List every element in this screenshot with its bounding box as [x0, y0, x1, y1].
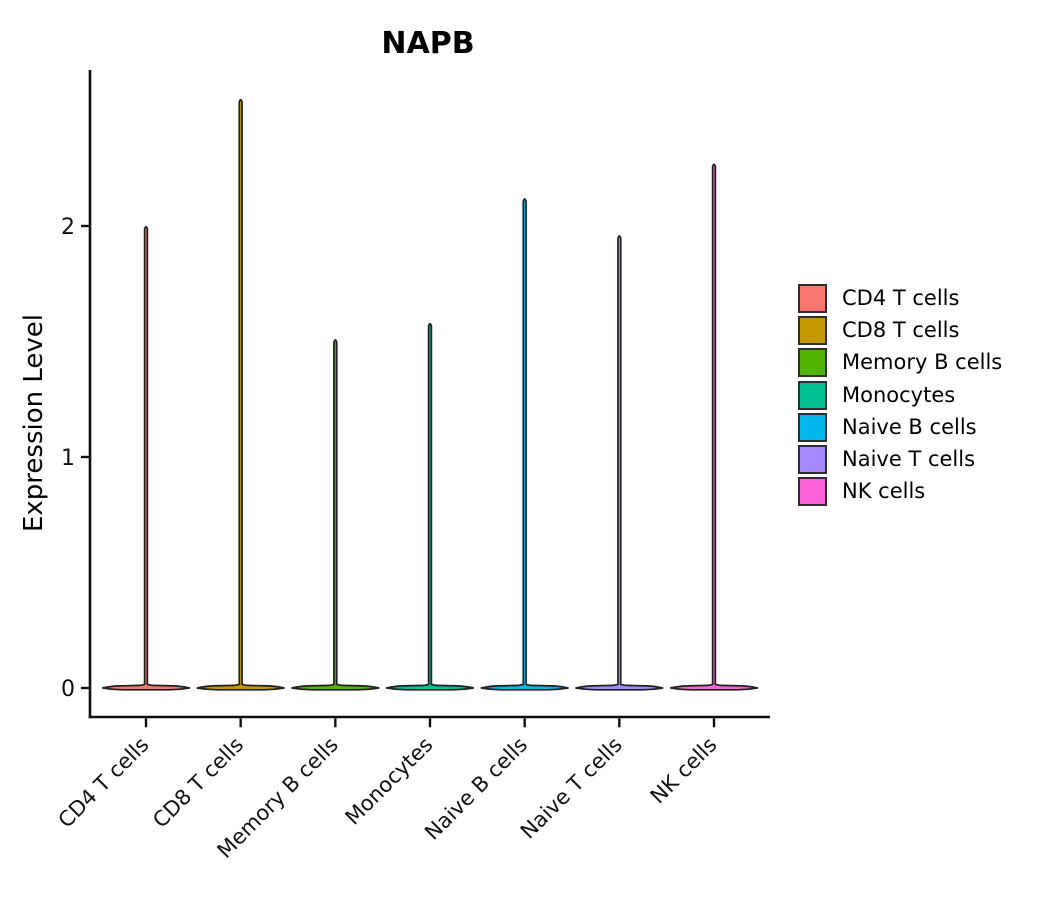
legend-item-cd4-t-cells: CD4 T cells	[798, 284, 1002, 313]
y-axis-title: Expression Level	[19, 314, 49, 532]
legend-item-monocytes: Monocytes	[798, 380, 1002, 410]
legend-swatch-monocytes	[798, 380, 827, 410]
violins-group	[101, 98, 759, 691]
legend-swatch-cd8-t-cells	[798, 316, 827, 346]
legend-swatch-cd4-t-cells	[798, 284, 827, 313]
legend-item-cd8-t-cells: CD8 T cells	[798, 316, 1002, 346]
y-tick-label: 2	[61, 215, 75, 240]
y-tick-label: 1	[61, 446, 75, 471]
violin-cd4-t-cells	[101, 225, 191, 691]
x-tick-label-naive-t-cells: Naive T cells	[516, 733, 627, 844]
legend-swatch-nk-cells	[798, 477, 827, 507]
legend-label-memory-b-cells: Memory B cells	[842, 350, 1003, 375]
axes-group	[81, 70, 770, 728]
legend-item-naive-b-cells: Naive B cells	[798, 412, 1002, 442]
legend-label-cd4-t-cells: CD4 T cells	[842, 286, 960, 310]
legend-item-naive-t-cells: Naive T cells	[798, 444, 1002, 474]
plot-title: NAPB	[381, 26, 474, 61]
legend-item-nk-cells: NK cells	[798, 477, 1002, 507]
x-tick-label-nk-cells: NK cells	[646, 733, 722, 809]
y-tick-labels-group: 0 1 2	[61, 215, 75, 702]
violin-naive-b-cells	[480, 198, 569, 691]
y-tick-label: 0	[61, 677, 75, 702]
legend-item-memory-b-cells: Memory B cells	[798, 348, 1003, 378]
legend-swatch-memory-b-cells	[798, 348, 827, 378]
legend: CD4 T cells CD8 T cells Memory B cells Mono…	[798, 284, 1002, 509]
x-tick-label-cd8-t-cells: CD8 T cells	[148, 733, 248, 833]
x-tick-label-cd4-t-cells: CD4 T cells	[54, 733, 154, 833]
legend-label-naive-t-cells: Naive T cells	[842, 446, 976, 471]
violin-nk-cells	[669, 163, 759, 691]
legend-label-nk-cells: NK cells	[842, 479, 926, 504]
legend-swatch-naive-t-cells	[798, 444, 827, 474]
violin-naive-t-cells	[575, 235, 664, 691]
violin-cd8-t-cells	[196, 98, 285, 691]
legend-label-naive-b-cells: Naive B cells	[842, 414, 977, 439]
legend-label-monocytes: Monocytes	[842, 382, 956, 407]
legend-label-cd8-t-cells: CD8 T cells	[842, 318, 960, 343]
x-tick-label-monocytes: Monocytes	[341, 733, 438, 830]
violin-monocytes	[385, 322, 475, 691]
legend-swatch-naive-b-cells	[798, 412, 827, 442]
violin-memory-b-cells	[291, 339, 380, 691]
